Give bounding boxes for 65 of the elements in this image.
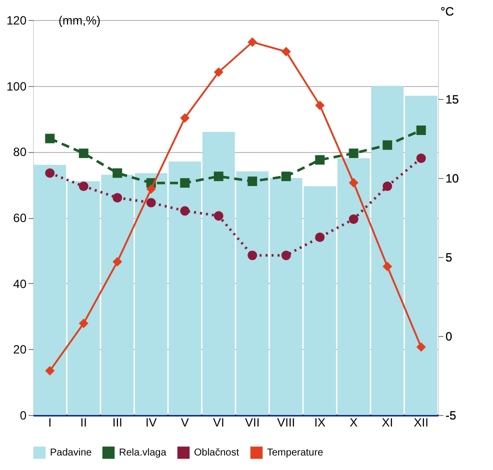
- x-tick-label: V: [180, 416, 189, 430]
- point: [416, 342, 426, 352]
- point: [382, 181, 392, 191]
- point: [416, 154, 426, 163]
- point: [45, 134, 55, 144]
- point: [315, 155, 325, 165]
- x-tick-label: VI: [212, 416, 224, 430]
- point: [112, 256, 122, 266]
- point: [78, 181, 88, 191]
- legend-label: Padavine: [50, 448, 92, 459]
- y-axis-title: (mm,%): [58, 14, 100, 28]
- point: [382, 140, 392, 150]
- x-tick-label: III: [112, 416, 122, 430]
- point: [146, 184, 156, 194]
- point: [180, 178, 190, 188]
- legend-label: Temperature: [267, 448, 324, 459]
- point: [78, 318, 88, 328]
- x-tick-label: IV: [145, 416, 157, 430]
- point: [112, 193, 122, 202]
- legend-label: Rela.vlaga: [119, 448, 167, 459]
- point: [281, 46, 291, 56]
- point: [180, 113, 190, 123]
- x-tick-label: I: [48, 416, 52, 430]
- legend-label: Oblačnost: [194, 448, 240, 459]
- point: [382, 262, 392, 272]
- y2-tick-label: 5: [446, 250, 452, 264]
- point: [281, 250, 291, 260]
- point: [45, 366, 55, 376]
- y2-axis-title: °C: [440, 4, 454, 18]
- point: [315, 100, 325, 110]
- point: [214, 67, 224, 77]
- point: [180, 206, 190, 216]
- point: [112, 168, 122, 178]
- y2-tick-label: 0: [446, 330, 452, 344]
- point: [248, 37, 258, 47]
- point: [214, 172, 224, 182]
- y2-tick-label: 15: [446, 92, 460, 106]
- y-tick-label: 80: [13, 145, 27, 160]
- point: [146, 198, 156, 208]
- y2-tick-label: -5: [446, 408, 456, 422]
- x-tick-label: XI: [382, 416, 394, 430]
- y-tick-label: 20: [13, 342, 27, 357]
- point: [348, 148, 358, 158]
- point: [348, 214, 358, 224]
- point: [45, 168, 55, 178]
- x-tick-label: XII: [414, 416, 428, 430]
- point: [248, 176, 258, 186]
- x-tick-label: VII: [245, 416, 260, 430]
- y-tick-label: 100: [6, 79, 27, 94]
- point: [315, 232, 325, 242]
- y-tick-label: 120: [6, 14, 27, 28]
- point: [78, 148, 88, 158]
- point: [281, 172, 291, 182]
- point: [248, 250, 258, 260]
- y2-tick-label: 10: [446, 172, 460, 186]
- x-tick-label: IX: [314, 416, 326, 430]
- x-tick-label: VIII: [277, 416, 296, 430]
- point: [416, 126, 426, 136]
- y-tick-label: 0: [20, 408, 27, 422]
- y-tick-label: 60: [13, 211, 27, 225]
- y-tick-label: 40: [13, 276, 27, 291]
- x-tick-label: II: [80, 416, 87, 430]
- point: [214, 211, 224, 221]
- point: [348, 178, 358, 188]
- x-tick-label: X: [350, 416, 358, 430]
